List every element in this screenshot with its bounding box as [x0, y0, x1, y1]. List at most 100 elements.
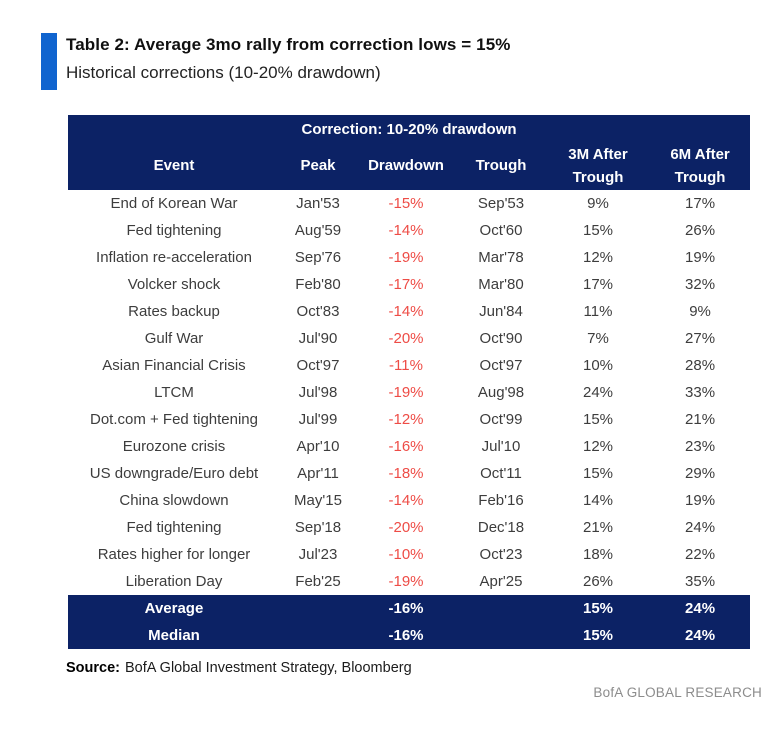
table-row: Fed tightening Sep'18 -20% Dec'18 21% 24% — [68, 514, 750, 541]
after-6m-cell: 22% — [685, 546, 716, 563]
source-line: Source: BofA Global Investment Strategy, … — [66, 660, 780, 676]
table-row: End of Korean War Jan'53 -15% Sep'53 9% 17% — [68, 190, 750, 217]
table-row: Gulf War Jul'90 -20% Oct'90 7% 27% — [68, 325, 750, 352]
after-6m-cell: 35% — [685, 573, 716, 590]
event-cell: LTCM — [154, 384, 194, 401]
table-row: Eurozone crisis Apr'10 -16% Jul'10 12% 23% — [68, 433, 750, 460]
summary-after-6m-cell: 24% — [650, 595, 751, 622]
column-header-after-6m: 6M After Trough — [650, 143, 751, 190]
after-3m-cell: 21% — [582, 519, 614, 536]
trough-cell: Oct'97 — [479, 357, 523, 374]
title-accent-bar — [41, 33, 57, 90]
after-3m-cell: 14% — [582, 492, 614, 509]
peak-cell: Sep'76 — [294, 249, 342, 266]
event-cell: Eurozone crisis — [122, 438, 226, 455]
event-cell: Fed tightening — [126, 222, 222, 239]
table-row: China slowdown May'15 -14% Feb'16 14% 19% — [68, 487, 750, 514]
title-text: Table 2: Average 3mo rally from correcti… — [66, 33, 510, 83]
summary-drawdown-cell: -16% — [356, 595, 456, 622]
source-label: Source: — [66, 660, 120, 676]
drawdown-cell: -12% — [388, 411, 424, 428]
summary-after-3m-cell: 15% — [546, 622, 650, 649]
after-6m-cell: 21% — [685, 411, 716, 428]
after-6m-cell: 23% — [685, 438, 716, 455]
after-3m-cell: 10% — [582, 357, 614, 374]
drawdown-cell: -18% — [388, 465, 424, 482]
event-cell: Volcker shock — [127, 276, 221, 293]
drawdown-cell: -19% — [388, 573, 424, 590]
corrections-table: Correction: 10-20% drawdown Event Peak Dra… — [68, 115, 751, 649]
table-row: LTCM Jul'98 -19% Aug'98 24% 33% — [68, 379, 750, 406]
table-summary: Average -16% 15% 24% Median -16% 15% 24% — [68, 595, 751, 649]
after-6m-cell: 28% — [685, 357, 716, 374]
table-header: Correction: 10-20% drawdown Event Peak Dra… — [68, 115, 751, 190]
table-subtitle: Historical corrections (10-20% drawdown) — [66, 63, 381, 82]
table-row: Asian Financial Crisis Oct'97 -11% Oct'97 10… — [68, 352, 750, 379]
table-row: US downgrade/Euro debt Apr'11 -18% Oct'11 15… — [68, 460, 750, 487]
peak-cell: Aug'59 — [294, 222, 342, 239]
drawdown-cell: -14% — [388, 303, 424, 320]
trough-cell: Mar'80 — [478, 276, 524, 293]
trough-cell: Mar'78 — [478, 249, 524, 266]
trough-cell: Feb'16 — [478, 492, 524, 509]
event-cell: Liberation Day — [125, 573, 223, 590]
trough-cell: Sep'53 — [477, 195, 525, 212]
after-3m-cell: 9% — [587, 195, 609, 212]
drawdown-cell: -14% — [388, 492, 424, 509]
event-cell: End of Korean War — [110, 195, 238, 212]
table-title: Table 2: Average 3mo rally from correcti… — [66, 35, 511, 54]
after-3m-cell: 26% — [582, 573, 614, 590]
peak-cell: Jul'23 — [298, 546, 338, 563]
event-cell: Asian Financial Crisis — [102, 357, 246, 374]
trough-cell: Oct'90 — [479, 330, 523, 347]
event-cell: Inflation re-acceleration — [96, 249, 252, 266]
peak-cell: Sep'18 — [294, 519, 342, 536]
drawdown-cell: -17% — [388, 276, 424, 293]
after-3m-cell: 15% — [582, 222, 614, 239]
peak-cell: Apr'11 — [297, 465, 339, 482]
group-header-row: Correction: 10-20% drawdown — [68, 115, 751, 143]
after-3m-cell: 18% — [582, 546, 614, 563]
trough-cell: Oct'23 — [479, 546, 523, 563]
summary-row: Average -16% 15% 24% — [68, 595, 751, 622]
table-row: Rates higher for longer Jul'23 -10% Oct'23 1… — [68, 541, 750, 568]
summary-trough-cell — [456, 595, 546, 622]
drawdown-cell: -16% — [388, 438, 424, 455]
table-row: Inflation re-acceleration Sep'76 -19% Mar'7… — [68, 244, 750, 271]
summary-event-cell: Average — [68, 595, 280, 622]
drawdown-cell: -11% — [389, 357, 423, 374]
event-cell: China slowdown — [119, 492, 229, 509]
summary-after-6m-cell: 24% — [650, 622, 751, 649]
column-header-peak: Peak — [280, 143, 356, 190]
after-6m-cell: 32% — [685, 276, 716, 293]
trough-cell: Oct'11 — [480, 465, 522, 482]
summary-drawdown-cell: -16% — [356, 622, 456, 649]
column-header-row: Event Peak Drawdown Trough 3M After Trough 6M… — [68, 143, 751, 190]
summary-row: Median -16% 15% 24% — [68, 622, 751, 649]
event-cell: Gulf War — [144, 330, 204, 347]
after-6m-cell: 29% — [685, 465, 716, 482]
column-header-trough: Trough — [456, 143, 546, 190]
peak-cell: Feb'25 — [295, 573, 341, 590]
after-6m-cell: 9% — [689, 303, 711, 320]
table-row: Rates backup Oct'83 -14% Jun'84 11% 9% — [68, 298, 750, 325]
after-3m-cell: 12% — [582, 438, 614, 455]
event-cell: Rates higher for longer — [97, 546, 251, 563]
drawdown-cell: -19% — [388, 249, 424, 266]
after-3m-cell: 15% — [582, 465, 614, 482]
event-cell: Fed tightening — [126, 519, 222, 536]
after-3m-cell: 7% — [587, 330, 609, 347]
trough-cell: Aug'98 — [477, 384, 525, 401]
summary-event-cell: Median — [68, 622, 280, 649]
drawdown-cell: -14% — [388, 222, 424, 239]
drawdown-cell: -19% — [388, 384, 424, 401]
trough-cell: Dec'18 — [477, 519, 525, 536]
summary-peak-cell — [280, 622, 356, 649]
after-6m-cell: 27% — [685, 330, 716, 347]
column-header-after-3m: 3M After Trough — [546, 143, 650, 190]
group-header: Correction: 10-20% drawdown — [68, 115, 751, 143]
column-header-drawdown: Drawdown — [356, 143, 456, 190]
trough-cell: Jun'84 — [479, 303, 523, 320]
column-header-event: Event — [68, 143, 280, 190]
table-body: End of Korean War Jan'53 -15% Sep'53 9% 17% Fe… — [68, 190, 750, 595]
